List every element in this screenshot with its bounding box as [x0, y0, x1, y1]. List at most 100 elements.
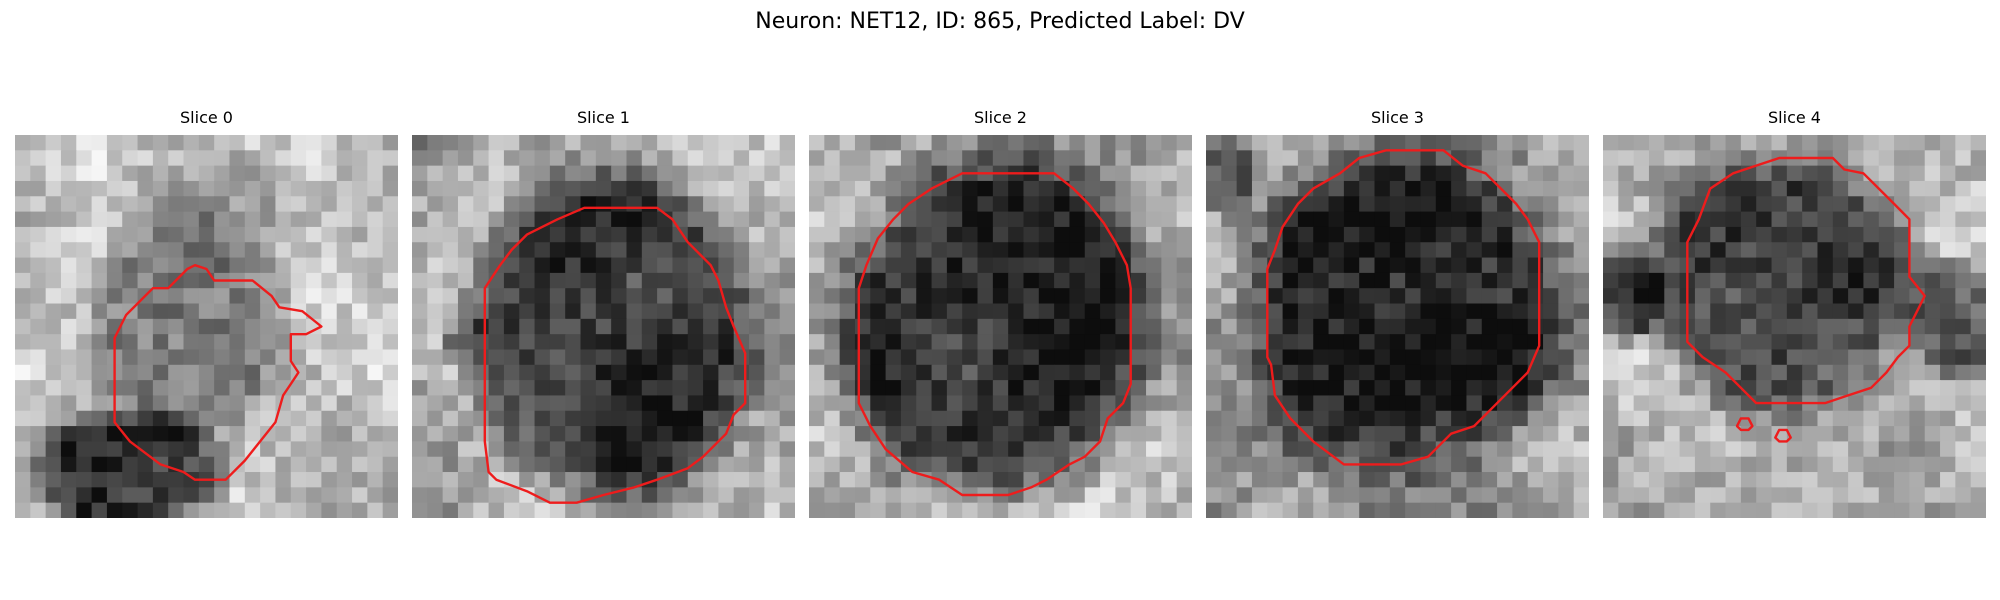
image-pixel — [412, 242, 428, 259]
image-pixel — [764, 380, 781, 397]
image-pixel — [1648, 272, 1665, 289]
image-pixel — [1221, 334, 1238, 351]
image-pixel — [382, 426, 398, 442]
image-pixel — [106, 165, 123, 182]
image-pixel — [1924, 196, 1941, 213]
image-pixel — [106, 211, 123, 228]
image-pixel — [1863, 242, 1880, 259]
image-pixel — [122, 150, 139, 167]
image-pixel — [1618, 395, 1635, 412]
image-pixel — [137, 410, 154, 427]
image-pixel — [1389, 441, 1406, 458]
image-pixel — [306, 196, 322, 213]
image-pixel — [839, 334, 856, 351]
image-pixel — [1481, 226, 1498, 243]
image-pixel — [1679, 364, 1696, 381]
image-pixel — [1725, 380, 1742, 397]
image-pixel — [1069, 303, 1086, 320]
image-pixel — [473, 196, 490, 213]
image-pixel — [1206, 456, 1222, 473]
image-pixel — [488, 196, 505, 213]
image-pixel — [260, 410, 277, 427]
image-pixel — [626, 272, 643, 289]
image-pixel — [1802, 272, 1819, 289]
image-pixel — [76, 441, 93, 458]
image-pixel — [76, 349, 93, 366]
image-pixel — [900, 456, 917, 473]
image-pixel — [1664, 303, 1681, 320]
image-pixel — [1251, 456, 1268, 473]
image-pixel — [687, 487, 704, 504]
image-pixel — [1206, 242, 1222, 259]
image-pixel — [549, 180, 566, 197]
image-pixel — [1558, 502, 1575, 518]
image-pixel — [1527, 150, 1544, 167]
image-pixel — [1084, 226, 1101, 243]
image-pixel — [565, 242, 582, 259]
image-pixel — [427, 410, 444, 427]
image-pixel — [1558, 472, 1575, 488]
image-pixel — [672, 150, 689, 167]
image-pixel — [1084, 318, 1101, 335]
image-pixel — [885, 303, 902, 320]
image-pixel — [1038, 257, 1055, 274]
image-pixel — [885, 257, 902, 274]
image-pixel — [1435, 502, 1452, 518]
image-pixel — [1100, 272, 1116, 289]
image-pixel — [1176, 456, 1192, 473]
image-pixel — [1618, 165, 1635, 182]
image-pixel — [275, 196, 292, 213]
image-pixel — [1694, 426, 1711, 442]
image-pixel — [60, 135, 77, 151]
image-pixel — [1100, 196, 1116, 213]
image-pixel — [1725, 502, 1742, 518]
image-pixel — [122, 242, 139, 259]
image-pixel — [1297, 288, 1314, 305]
image-pixel — [565, 226, 582, 243]
image-pixel — [854, 456, 871, 473]
image-pixel — [1633, 487, 1650, 504]
image-pixel — [152, 349, 169, 366]
image-pixel — [1909, 165, 1926, 182]
image-pixel — [1878, 180, 1895, 197]
image-pixel — [1527, 257, 1544, 274]
image-pixel — [931, 349, 948, 366]
image-pixel — [1603, 349, 1619, 366]
image-pixel — [1512, 380, 1529, 397]
image-pixel — [15, 272, 31, 289]
image-pixel — [1176, 196, 1192, 213]
image-pixel — [1069, 487, 1086, 504]
image-pixel — [595, 288, 612, 305]
image-pixel — [1725, 349, 1742, 366]
image-pixel — [641, 288, 658, 305]
image-pixel — [1251, 272, 1268, 289]
image-pixel — [1466, 502, 1483, 518]
image-pixel — [382, 211, 398, 228]
image-pixel — [1848, 196, 1865, 213]
image-pixel — [992, 242, 1009, 259]
image-pixel — [733, 150, 750, 167]
image-pixel — [839, 410, 856, 427]
image-pixel — [91, 472, 108, 488]
image-pixel — [382, 303, 398, 320]
image-pixel — [1084, 257, 1101, 274]
image-pixel — [1146, 211, 1162, 228]
image-pixel — [749, 180, 765, 197]
image-pixel — [1115, 272, 1132, 289]
image-pixel — [336, 426, 353, 442]
image-pixel — [1573, 334, 1589, 351]
image-pixel — [137, 303, 154, 320]
image-pixel — [809, 502, 825, 518]
image-pixel — [1648, 502, 1665, 518]
image-pixel — [764, 257, 781, 274]
image-pixel — [1817, 288, 1834, 305]
image-pixel — [1527, 395, 1544, 412]
image-pixel — [931, 272, 948, 289]
image-pixel — [427, 165, 444, 182]
image-pixel — [1924, 410, 1941, 427]
image-pixel — [1940, 318, 1956, 335]
image-pixel — [442, 211, 459, 228]
image-pixel — [1894, 472, 1910, 488]
image-pixel — [1756, 426, 1773, 442]
image-pixel — [641, 150, 658, 167]
